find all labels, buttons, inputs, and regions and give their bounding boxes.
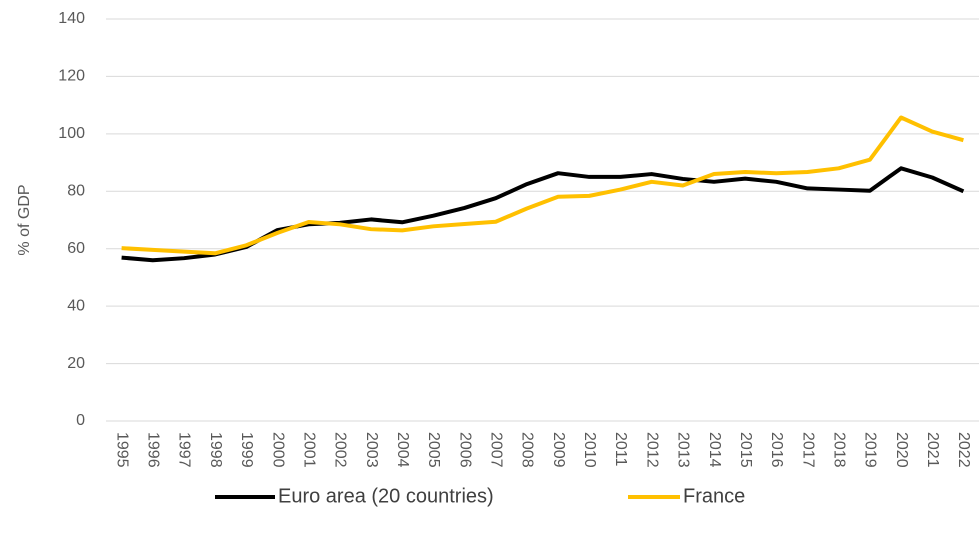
x-tick-label: 2007 (487, 432, 504, 468)
x-tick-label: 2009 (550, 432, 567, 468)
x-tick-label: 2010 (581, 432, 598, 468)
x-tick-label: 2004 (394, 432, 411, 468)
x-tick-label: 2022 (955, 432, 972, 468)
series-line (121, 115, 964, 256)
x-tick-label: 2013 (675, 432, 692, 468)
y-tick-label: 100 (58, 125, 85, 142)
y-axis-label: % of GDP (16, 184, 33, 255)
y-tick-label: 40 (67, 297, 85, 314)
x-tick-label: 2021 (924, 432, 941, 468)
x-tick-label: 2016 (768, 432, 785, 468)
x-tick-label: 2015 (737, 432, 754, 468)
legend-label: France (683, 485, 745, 507)
x-tick-label: 2001 (300, 432, 317, 468)
x-tick-label: 2011 (612, 432, 629, 467)
x-tick-label: 2020 (893, 432, 910, 468)
x-tick-label: 2005 (425, 432, 442, 468)
x-tick-label: 2017 (799, 432, 816, 468)
y-tick-label: 140 (58, 10, 85, 27)
y-tick-label: 0 (76, 412, 85, 429)
x-tick-label: 1995 (113, 432, 130, 468)
y-tick-label: 120 (58, 68, 85, 85)
x-tick-label: 2008 (519, 432, 536, 468)
x-tick-label: 2018 (830, 432, 847, 468)
x-tick-label: 2012 (643, 432, 660, 468)
x-tick-label: 2000 (269, 432, 286, 468)
legend-label: Euro area (20 countries) (278, 485, 494, 507)
x-tick-label: 1997 (176, 432, 193, 468)
x-tick-label: 1998 (207, 432, 224, 468)
x-tick-label: 2006 (456, 432, 473, 468)
x-tick-label: 1999 (238, 432, 255, 468)
x-tick-label: 2003 (363, 432, 380, 468)
x-tick-label: 2014 (706, 432, 723, 468)
y-tick-label: 60 (67, 240, 85, 257)
x-tick-label: 1996 (145, 432, 162, 468)
y-tick-label: 20 (67, 355, 85, 372)
x-tick-label: 2019 (862, 432, 879, 468)
y-tick-label: 80 (67, 183, 85, 200)
x-tick-label: 2002 (332, 432, 349, 468)
